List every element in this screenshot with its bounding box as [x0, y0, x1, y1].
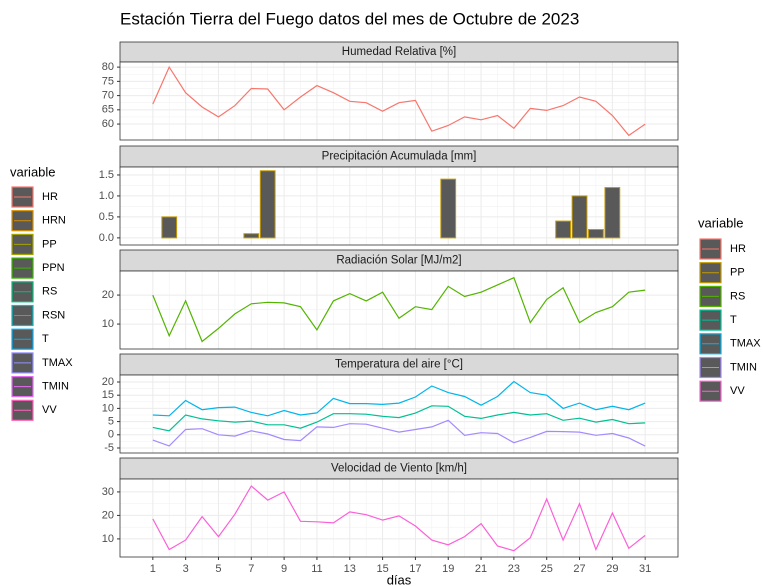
panel-border — [119, 61, 679, 141]
x-tick-label: 21 — [475, 563, 487, 575]
legend-label: RS — [42, 286, 57, 298]
strip-label: Humedad Relativa [%] — [342, 46, 456, 58]
bar — [440, 178, 457, 239]
bar — [259, 170, 276, 239]
legend-label: TMAX — [42, 357, 73, 369]
y-tick-label: 10 — [102, 318, 114, 330]
y-tick-label: 20 — [102, 509, 114, 521]
x-tick-label: 9 — [281, 563, 287, 575]
y-tick-label: 80 — [102, 61, 114, 73]
bar — [588, 228, 604, 239]
bar — [571, 195, 588, 239]
x-tick-label: 15 — [376, 563, 388, 575]
x-tick-label: 17 — [409, 563, 421, 575]
legend-title: variable — [698, 215, 744, 230]
legend-label: TMAX — [730, 338, 761, 350]
x-tick-label: 23 — [508, 563, 520, 575]
bar — [555, 220, 572, 239]
y-tick-label: 65 — [102, 104, 114, 116]
x-tick-label: 5 — [215, 563, 221, 575]
legend-label: VV — [730, 385, 745, 397]
line — [152, 419, 646, 447]
y-tick-label: 75 — [102, 75, 114, 87]
strip-label: Velocidad de Viento [km/h] — [331, 463, 467, 475]
x-tick-label: 1 — [150, 563, 156, 575]
legend-label: PPN — [42, 262, 65, 274]
legend-label: TMIN — [42, 381, 69, 393]
panel-border — [119, 166, 679, 246]
strip-label: Precipitación Acumulada [mm] — [322, 151, 477, 163]
y-tick-label: 60 — [102, 118, 114, 130]
y-tick-label: 0 — [108, 429, 114, 441]
x-axis-label: días — [387, 572, 412, 586]
legend-label: RS — [730, 290, 745, 302]
line — [152, 65, 646, 137]
legend-label: HRN — [42, 215, 66, 227]
y-tick-label: 1.0 — [99, 190, 114, 202]
x-tick-label: 13 — [344, 563, 356, 575]
y-tick-label: 1.5 — [99, 169, 114, 181]
y-tick-label: 20 — [102, 376, 114, 388]
strip-label: Temperatura del aire [°C] — [335, 359, 463, 371]
line — [152, 485, 646, 552]
y-tick-label: -5 — [104, 442, 114, 454]
legend-label: RSN — [42, 309, 65, 321]
y-tick-label: 30 — [102, 486, 114, 498]
x-tick-label: 7 — [248, 563, 254, 575]
legend-label: T — [42, 333, 49, 345]
legend-label: T — [730, 314, 737, 326]
legend-label: PP — [730, 267, 745, 279]
y-tick-label: 0.0 — [99, 232, 114, 244]
legend-label: HR — [42, 191, 58, 203]
panel-border — [119, 478, 679, 558]
x-tick-label: 11 — [311, 563, 322, 575]
bar — [161, 216, 178, 239]
x-tick-label: 29 — [606, 563, 618, 575]
chart-title: Estación Tierra del Fuego datos del mes … — [120, 9, 579, 28]
line — [152, 380, 646, 417]
legend-label: HR — [730, 243, 746, 255]
y-tick-label: 10 — [102, 402, 114, 414]
x-tick-label: 27 — [573, 563, 585, 575]
legend-label: VV — [42, 404, 57, 416]
legend-title: variable — [10, 164, 56, 179]
panel-border — [119, 374, 679, 454]
y-tick-label: 20 — [102, 289, 114, 301]
x-tick-label: 25 — [541, 563, 553, 575]
strip-label: Radiación Solar [MJ/m2] — [336, 255, 461, 267]
line — [152, 405, 646, 432]
y-tick-label: 10 — [102, 533, 114, 545]
panel-border — [119, 270, 679, 350]
y-tick-label: 5 — [108, 415, 114, 427]
x-tick-label: 31 — [639, 563, 651, 575]
bar — [243, 233, 260, 239]
legend-label: TMIN — [730, 361, 757, 373]
x-tick-label: 3 — [183, 563, 189, 575]
bar — [604, 187, 621, 239]
y-tick-label: 0.5 — [99, 211, 114, 223]
y-tick-label: 15 — [102, 389, 114, 401]
legend-label: PP — [42, 238, 57, 250]
line — [152, 276, 646, 343]
x-tick-label: 19 — [442, 563, 454, 575]
y-tick-label: 70 — [102, 89, 114, 101]
